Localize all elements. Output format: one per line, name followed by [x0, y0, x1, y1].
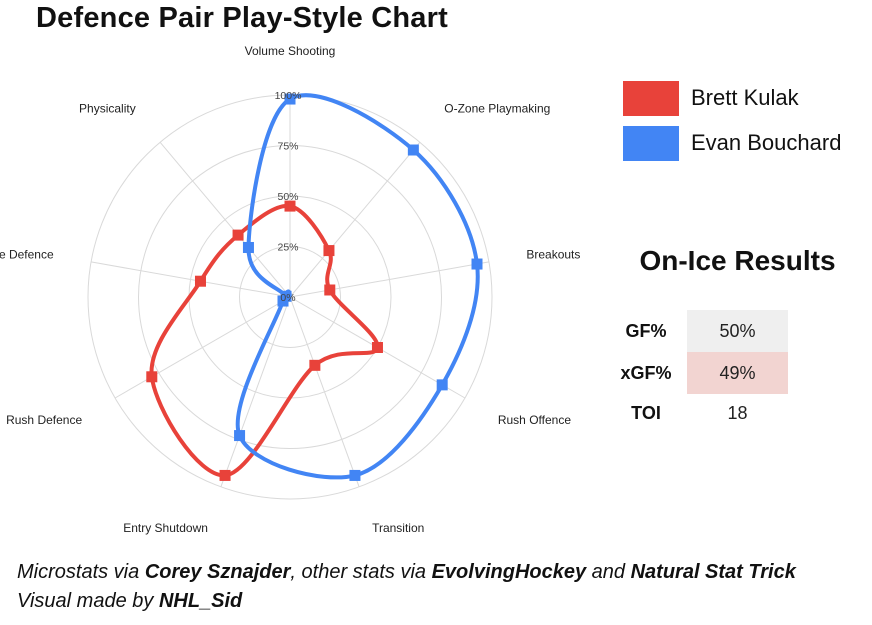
- results-value-gf: 50%: [687, 310, 788, 352]
- point-bouchard-1: [284, 93, 296, 105]
- legend-item-bouchard: Evan Bouchard: [623, 125, 841, 161]
- credits-source-nst: Natural Stat Trick: [630, 561, 796, 583]
- axis-label-5: Transition: [372, 521, 424, 535]
- chart-title: Defence Pair Play-Style Chart: [36, 2, 448, 34]
- tick-label-3: 50%: [277, 191, 298, 203]
- grid-spoke-9: [159, 141, 291, 298]
- tick-label-1: 0%: [280, 292, 295, 304]
- tick-label-4: 75%: [277, 141, 298, 153]
- point-kulak-8: [194, 275, 206, 287]
- credits-text-2: , other stats via: [290, 561, 432, 583]
- axis-label-8: In-Zone Defence: [0, 247, 54, 261]
- point-kulak-4: [371, 342, 383, 353]
- axis-label-4: Rush Offence: [498, 413, 571, 427]
- axis-label-2: O-Zone Playmaking: [444, 102, 550, 116]
- series-line-bouchard: [235, 93, 480, 480]
- grid-spoke-7: [114, 296, 291, 399]
- axis-label-1: Volume Shooting: [245, 44, 336, 58]
- point-kulak-5: [309, 359, 321, 371]
- credits-source-evolvinghockey: EvolvingHockey: [431, 561, 587, 583]
- results-row-gf: GF% 50%: [606, 310, 788, 352]
- point-bouchard-3: [471, 258, 483, 270]
- credits-text-3: and: [586, 561, 631, 583]
- legend-item-kulak: Brett Kulak: [623, 80, 841, 116]
- series-line-kulak: [149, 204, 380, 478]
- point-kulak-1: [284, 200, 296, 212]
- results-row-xgf: xGF% 49%: [606, 352, 788, 394]
- axis-label-7: Rush Defence: [6, 413, 82, 427]
- credits-text-4: Visual made by: [17, 590, 159, 612]
- results-row-toi: TOI 18: [606, 394, 788, 432]
- tick-label-5: 100%: [275, 90, 302, 102]
- point-kulak-6: [219, 469, 231, 481]
- grid-spoke-6: [220, 296, 291, 487]
- credits-line-2: Visual made by NHL_Sid: [17, 587, 796, 616]
- point-bouchard-6: [234, 430, 246, 442]
- point-kulak-2: [323, 245, 335, 257]
- results-value-toi: 18: [727, 403, 748, 423]
- radar-tick-labels: 0% 25% 50% 75% 100%: [275, 90, 302, 304]
- legend-swatch-kulak: [623, 80, 679, 116]
- grid-spoke-5: [289, 296, 360, 487]
- point-bouchard-2: [407, 144, 419, 156]
- credits: Microstats via Corey Sznajder, other sta…: [17, 558, 796, 616]
- point-bouchard-5: [349, 469, 361, 481]
- legend-label-kulak: Brett Kulak: [691, 85, 799, 110]
- tick-label-2: 25%: [277, 242, 298, 254]
- radar-axis-labels: Volume Shooting O-Zone Playmaking Breakout…: [0, 44, 580, 535]
- point-kulak-7: [146, 371, 158, 383]
- point-kulak-9: [232, 229, 244, 241]
- results-label-toi: TOI: [631, 402, 661, 423]
- point-bouchard-4: [436, 379, 448, 391]
- results-title: On-Ice Results: [639, 245, 836, 276]
- results-table: GF% 50% xGF% 49% TOI 18: [606, 310, 788, 432]
- credits-source-sznajder: Corey Sznajder: [144, 561, 291, 583]
- credits-author: NHL_Sid: [158, 590, 243, 612]
- results-label-gf: GF%: [625, 320, 667, 341]
- credits-text-1: Microstats via: [17, 561, 145, 583]
- results-value-xgf: 49%: [687, 352, 788, 394]
- point-bouchard-9: [242, 241, 254, 253]
- legend-label-bouchard: Evan Bouchard: [691, 130, 842, 155]
- axis-label-9: Physicality: [79, 102, 136, 116]
- point-bouchard-8: [280, 290, 292, 302]
- legend-swatch-bouchard: [623, 125, 679, 161]
- credits-line-1: Microstats via Corey Sznajder, other sta…: [17, 558, 796, 587]
- grid-spoke-3: [289, 261, 490, 298]
- radar-chart: Volume Shooting O-Zone Playmaking Breakout…: [0, 44, 580, 535]
- axis-label-6: Entry Shutdown: [123, 521, 208, 535]
- grid-spoke-8: [90, 261, 291, 298]
- legend: Brett Kulak Evan Bouchard: [623, 80, 841, 170]
- point-kulak-3: [324, 284, 336, 296]
- grid-spoke-2: [289, 141, 421, 298]
- axis-label-3: Breakouts: [526, 247, 580, 261]
- results-label-xgf: xGF%: [620, 362, 672, 383]
- radar-series: [146, 93, 483, 481]
